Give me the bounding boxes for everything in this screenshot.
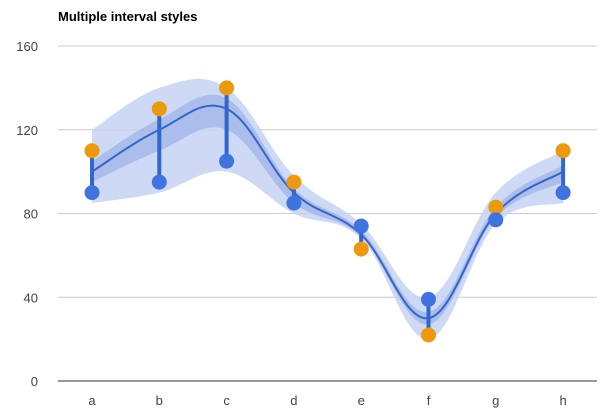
blue-point — [219, 153, 235, 169]
orange-point — [151, 101, 167, 117]
orange-point — [353, 241, 369, 257]
y-tick-label: 160 — [16, 39, 38, 54]
x-tick-label: d — [290, 393, 297, 408]
y-tick-label: 80 — [24, 207, 38, 222]
x-tick-label: h — [559, 393, 566, 408]
x-tick-label: a — [88, 393, 96, 408]
blue-point — [84, 185, 100, 201]
x-tick-label: f — [427, 393, 431, 408]
blue-point — [488, 212, 504, 228]
x-tick-label: e — [358, 393, 365, 408]
blue-point — [286, 195, 302, 211]
blue-point — [353, 218, 369, 234]
blue-point — [421, 291, 436, 307]
x-tick-label: c — [223, 393, 230, 408]
orange-point — [488, 199, 504, 215]
orange-point — [555, 143, 571, 159]
blue-point — [555, 185, 571, 201]
orange-point — [421, 327, 436, 343]
x-tick-label: b — [156, 393, 163, 408]
y-tick-label: 40 — [24, 290, 38, 305]
chart-title: Multiple interval styles — [58, 9, 197, 24]
y-tick-label: 0 — [31, 374, 38, 389]
orange-point — [84, 143, 100, 159]
x-tick-label: g — [492, 393, 499, 408]
y-axis-ticks: 0 40 80 120 160 — [16, 39, 38, 389]
x-axis-ticks: a b c d e f g h — [88, 393, 566, 408]
orange-point — [219, 80, 235, 96]
data-points — [84, 80, 571, 343]
outer-interval-band — [92, 78, 564, 340]
orange-point — [286, 174, 302, 190]
blue-point — [151, 174, 167, 190]
series-line — [91, 104, 564, 320]
y-tick-label: 120 — [16, 123, 38, 138]
